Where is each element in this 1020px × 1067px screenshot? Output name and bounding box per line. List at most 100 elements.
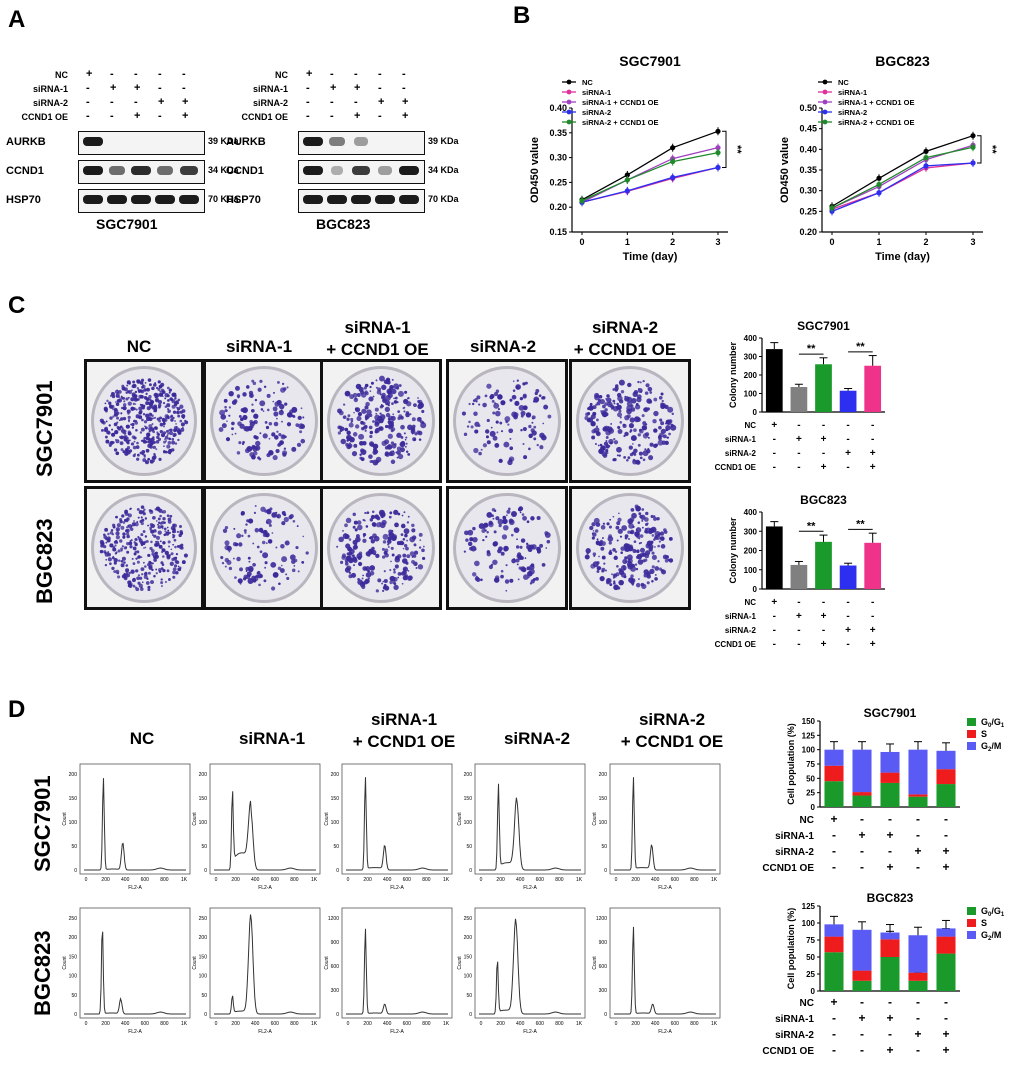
colony — [541, 396, 545, 400]
colony — [657, 544, 660, 548]
colony — [387, 536, 392, 541]
colony — [255, 440, 261, 447]
legend-label-part: 0 — [988, 912, 992, 918]
colony — [281, 420, 283, 423]
colony — [128, 571, 131, 575]
treatment-row-label: siRNA-2 — [775, 1030, 814, 1041]
colony — [494, 402, 497, 405]
colony — [524, 557, 527, 560]
y-tick-label: 100 — [802, 746, 816, 755]
colony — [129, 527, 134, 531]
colony — [238, 542, 243, 547]
colony — [379, 414, 386, 420]
colony — [522, 515, 527, 521]
colony — [418, 546, 422, 549]
colony — [490, 563, 494, 567]
colony — [179, 419, 183, 423]
colony — [117, 559, 121, 562]
colony — [658, 540, 661, 543]
colony — [168, 430, 174, 436]
column-title: siRNA-1 — [238, 729, 306, 748]
colony — [348, 538, 352, 541]
colony — [265, 521, 269, 524]
x-tick-label: 600 — [271, 877, 280, 883]
plate-frame — [569, 486, 691, 610]
data-point — [579, 198, 585, 204]
colony — [116, 399, 121, 403]
colony — [521, 513, 525, 516]
colony — [344, 533, 347, 536]
colony — [125, 424, 130, 429]
colony — [297, 415, 302, 421]
y-tick-label: 200 — [69, 772, 78, 778]
legend-label-part: /G — [991, 906, 1001, 916]
colony — [374, 430, 378, 434]
colony — [220, 414, 227, 420]
treatment-sign: - — [888, 844, 892, 858]
blot-strip — [78, 160, 205, 184]
colony — [599, 443, 603, 447]
colony — [517, 507, 522, 512]
y-axis-label: Count — [324, 956, 330, 970]
colony — [612, 581, 616, 585]
colony — [119, 435, 124, 440]
colony — [356, 416, 362, 422]
colony — [107, 551, 110, 554]
colony — [131, 522, 136, 527]
colony — [152, 554, 155, 557]
colony — [412, 554, 417, 558]
colony — [631, 397, 637, 404]
row-label: SGC7901 — [30, 775, 55, 872]
treatment-row-label: siRNA-2 — [32, 98, 68, 108]
treatment-sign: - — [846, 462, 849, 473]
colony — [129, 439, 131, 442]
series-line — [831, 135, 974, 207]
colony — [400, 533, 404, 537]
colony — [613, 555, 618, 561]
colony — [349, 548, 355, 555]
treatment-sign: + — [886, 1011, 893, 1025]
colony — [411, 528, 416, 533]
x-tick-label: 2 — [670, 237, 675, 247]
colony — [346, 417, 350, 421]
colony — [618, 454, 621, 457]
colony — [221, 561, 225, 565]
colony — [147, 416, 152, 421]
colony — [616, 565, 619, 568]
colony — [126, 550, 130, 554]
legend-marker — [566, 119, 572, 125]
y-tick-label: 200 — [744, 371, 758, 380]
y-tick-label: 0.40 — [549, 103, 567, 113]
treatment-sign: + — [402, 110, 409, 122]
colony — [381, 384, 387, 391]
treatment-sign: + — [354, 82, 361, 94]
colony — [386, 444, 393, 450]
colony — [403, 568, 407, 571]
colony — [387, 546, 390, 549]
colony — [124, 451, 129, 456]
colony — [173, 426, 178, 430]
stacked-bar-segment — [824, 936, 844, 953]
legend-marker — [822, 109, 828, 115]
colonies — [220, 504, 309, 591]
colony — [251, 403, 254, 406]
stacked-bar-segment — [908, 972, 928, 981]
colony — [344, 427, 349, 432]
colony — [153, 452, 156, 456]
y-tick-label: 250 — [464, 916, 473, 922]
colony — [120, 547, 124, 551]
colony — [500, 430, 504, 433]
colony — [148, 509, 152, 512]
treatment-sign: - — [86, 110, 90, 122]
colony — [531, 421, 534, 424]
x-tick-label: 0 — [579, 237, 584, 247]
treatment-sign: - — [822, 625, 825, 636]
colony — [364, 429, 367, 432]
colony — [239, 567, 243, 572]
colony — [225, 437, 231, 442]
colony — [246, 446, 253, 452]
treatment-sign: - — [888, 1027, 892, 1041]
legend-marker — [566, 109, 572, 115]
